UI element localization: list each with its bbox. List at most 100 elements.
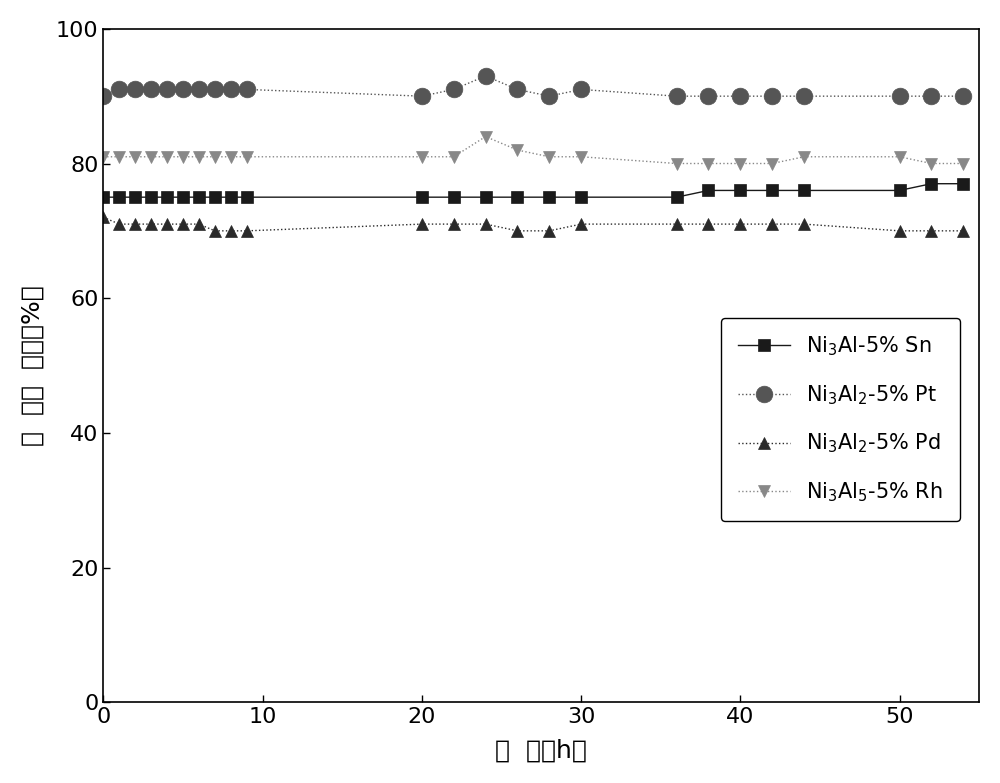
Ni$_3$Al-5% Sn [766, 186, 778, 195]
Ni$_3$Al$_5$-5% Rh [798, 152, 810, 161]
Ni$_3$Al$_2$-5% Pt [145, 85, 157, 94]
Ni$_3$Al$_2$-5% Pt [766, 92, 778, 101]
Ni$_3$Al$_5$-5% Rh [113, 152, 125, 161]
Ni$_3$Al-5% Sn [480, 193, 492, 202]
Ni$_3$Al$_2$-5% Pd [671, 219, 683, 229]
Ni$_3$Al$_2$-5% Pd [448, 219, 460, 229]
Ni$_3$Al$_2$-5% Pd [161, 219, 173, 229]
Ni$_3$Al-5% Sn [957, 179, 969, 189]
Y-axis label: 甲  醇转  化率（%）: 甲 醇转 化率（%） [21, 285, 45, 446]
Ni$_3$Al-5% Sn [543, 193, 555, 202]
Ni$_3$Al$_2$-5% Pt [798, 92, 810, 101]
Legend: Ni$_3$Al-5% Sn, Ni$_3$Al$_2$-5% Pt, Ni$_3$Al$_2$-5% Pd, Ni$_3$Al$_5$-5% Rh: Ni$_3$Al-5% Sn, Ni$_3$Al$_2$-5% Pt, Ni$_… [721, 318, 960, 521]
Ni$_3$Al$_5$-5% Rh [97, 152, 109, 161]
Ni$_3$Al$_2$-5% Pd [129, 219, 141, 229]
Ni$_3$Al-5% Sn [161, 193, 173, 202]
Ni$_3$Al$_2$-5% Pt [957, 92, 969, 101]
Ni$_3$Al$_5$-5% Rh [177, 152, 189, 161]
Ni$_3$Al$_2$-5% Pd [97, 213, 109, 222]
Ni$_3$Al$_5$-5% Rh [241, 152, 253, 161]
Ni$_3$Al$_2$-5% Pd [543, 226, 555, 236]
Ni$_3$Al$_2$-5% Pt [925, 92, 937, 101]
Ni$_3$Al-5% Sn [702, 186, 714, 195]
Ni$_3$Al$_2$-5% Pt [225, 85, 237, 94]
Ni$_3$Al-5% Sn [734, 186, 746, 195]
Ni$_3$Al-5% Sn [129, 193, 141, 202]
Ni$_3$Al$_5$-5% Rh [671, 159, 683, 168]
Ni$_3$Al-5% Sn [113, 193, 125, 202]
Ni$_3$Al-5% Sn [225, 193, 237, 202]
Ni$_3$Al$_2$-5% Pt [511, 85, 523, 94]
Ni$_3$Al-5% Sn [575, 193, 587, 202]
Ni$_3$Al-5% Sn [671, 193, 683, 202]
Ni$_3$Al$_2$-5% Pd [957, 226, 969, 236]
Ni$_3$Al$_5$-5% Rh [543, 152, 555, 161]
Ni$_3$Al$_2$-5% Pd [798, 219, 810, 229]
Ni$_3$Al$_2$-5% Pt [575, 85, 587, 94]
Ni$_3$Al-5% Sn [798, 186, 810, 195]
Ni$_3$Al$_2$-5% Pt [129, 85, 141, 94]
Ni$_3$Al$_5$-5% Rh [957, 159, 969, 168]
Ni$_3$Al$_2$-5% Pd [225, 226, 237, 236]
Ni$_3$Al$_2$-5% Pd [511, 226, 523, 236]
Ni$_3$Al$_5$-5% Rh [209, 152, 221, 161]
Ni$_3$Al$_5$-5% Rh [193, 152, 205, 161]
Ni$_3$Al$_5$-5% Rh [225, 152, 237, 161]
Ni$_3$Al$_2$-5% Pd [894, 226, 906, 236]
Ni$_3$Al$_2$-5% Pd [416, 219, 428, 229]
Ni$_3$Al-5% Sn [925, 179, 937, 189]
Ni$_3$Al$_2$-5% Pt [671, 92, 683, 101]
Ni$_3$Al$_5$-5% Rh [511, 146, 523, 155]
Ni$_3$Al$_2$-5% Pt [894, 92, 906, 101]
Ni$_3$Al$_2$-5% Pt [209, 85, 221, 94]
Ni$_3$Al$_2$-5% Pd [734, 219, 746, 229]
Ni$_3$Al-5% Sn [241, 193, 253, 202]
Ni$_3$Al$_5$-5% Rh [480, 132, 492, 141]
Ni$_3$Al$_5$-5% Rh [702, 159, 714, 168]
Ni$_3$Al-5% Sn [448, 193, 460, 202]
Ni$_3$Al$_5$-5% Rh [448, 152, 460, 161]
Ni$_3$Al$_2$-5% Pt [702, 92, 714, 101]
Ni$_3$Al$_5$-5% Rh [894, 152, 906, 161]
Ni$_3$Al-5% Sn [511, 193, 523, 202]
Ni$_3$Al-5% Sn [177, 193, 189, 202]
Ni$_3$Al-5% Sn [209, 193, 221, 202]
Ni$_3$Al$_2$-5% Pt [177, 85, 189, 94]
Ni$_3$Al$_5$-5% Rh [575, 152, 587, 161]
Ni$_3$Al$_2$-5% Pt [416, 92, 428, 101]
Ni$_3$Al-5% Sn [193, 193, 205, 202]
Ni$_3$Al$_2$-5% Pd [925, 226, 937, 236]
Ni$_3$Al$_2$-5% Pt [241, 85, 253, 94]
Ni$_3$Al$_2$-5% Pd [193, 219, 205, 229]
Ni$_3$Al$_2$-5% Pd [145, 219, 157, 229]
Ni$_3$Al$_2$-5% Pd [575, 219, 587, 229]
Ni$_3$Al$_2$-5% Pt [193, 85, 205, 94]
Line: Ni$_3$Al$_2$-5% Pd: Ni$_3$Al$_2$-5% Pd [97, 211, 969, 237]
Ni$_3$Al$_2$-5% Pt [543, 92, 555, 101]
Ni$_3$Al$_2$-5% Pd [480, 219, 492, 229]
Ni$_3$Al$_5$-5% Rh [129, 152, 141, 161]
Ni$_3$Al-5% Sn [145, 193, 157, 202]
Ni$_3$Al$_5$-5% Rh [734, 159, 746, 168]
Ni$_3$Al$_2$-5% Pt [161, 85, 173, 94]
Ni$_3$Al$_2$-5% Pt [448, 85, 460, 94]
Line: Ni$_3$Al$_2$-5% Pt: Ni$_3$Al$_2$-5% Pt [95, 67, 972, 104]
Line: Ni$_3$Al-5% Sn: Ni$_3$Al-5% Sn [98, 179, 969, 203]
Ni$_3$Al-5% Sn [97, 193, 109, 202]
Ni$_3$Al$_2$-5% Pd [177, 219, 189, 229]
Ni$_3$Al$_2$-5% Pt [97, 92, 109, 101]
Line: Ni$_3$Al$_5$-5% Rh: Ni$_3$Al$_5$-5% Rh [97, 130, 969, 170]
Ni$_3$Al$_2$-5% Pt [734, 92, 746, 101]
Ni$_3$Al$_5$-5% Rh [161, 152, 173, 161]
Ni$_3$Al$_5$-5% Rh [766, 159, 778, 168]
Ni$_3$Al$_2$-5% Pt [480, 71, 492, 81]
Ni$_3$Al$_2$-5% Pd [766, 219, 778, 229]
Ni$_3$Al$_2$-5% Pt [113, 85, 125, 94]
Ni$_3$Al$_2$-5% Pd [113, 219, 125, 229]
Ni$_3$Al$_2$-5% Pd [241, 226, 253, 236]
Ni$_3$Al-5% Sn [894, 186, 906, 195]
Ni$_3$Al-5% Sn [416, 193, 428, 202]
Ni$_3$Al$_5$-5% Rh [925, 159, 937, 168]
Ni$_3$Al$_2$-5% Pd [702, 219, 714, 229]
Ni$_3$Al$_5$-5% Rh [416, 152, 428, 161]
